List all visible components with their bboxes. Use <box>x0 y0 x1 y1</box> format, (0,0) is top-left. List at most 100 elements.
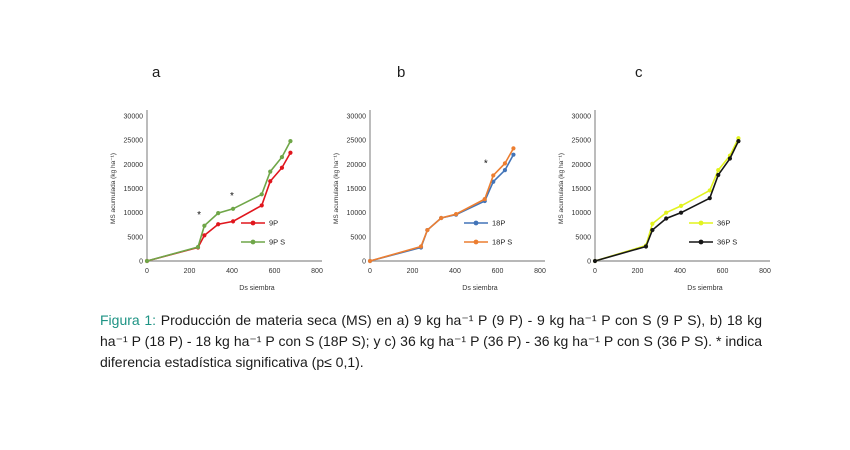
data-marker-9P <box>288 150 293 155</box>
data-marker-18P-S <box>511 146 516 151</box>
data-marker-36P-S <box>650 227 655 233</box>
data-marker-36P <box>650 221 655 226</box>
significance-asterisk: * <box>484 158 488 169</box>
data-marker-9P <box>259 203 264 208</box>
y-axis-title: MS acumulada (kg ha⁻¹) <box>110 153 117 224</box>
y-tick-label: 15000 <box>572 186 592 193</box>
x-tick-label: 600 <box>269 268 281 275</box>
data-marker-18P-S <box>439 215 444 221</box>
y-tick-label: 15000 <box>347 186 367 193</box>
y-tick-label: 5000 <box>350 234 366 241</box>
data-marker-18P-S <box>367 258 373 264</box>
x-tick-label: 800 <box>759 268 771 275</box>
y-tick-label: 30000 <box>347 114 367 121</box>
chart-panel-a: 0 5000 10000 15000 20000 25000 30000 0 200 400 600… <box>95 93 327 298</box>
legend-marker-36P <box>698 220 704 226</box>
x-tick-label: 400 <box>226 268 238 275</box>
data-marker-18P-S <box>453 212 459 217</box>
chart-svg-b: 0 5000 10000 15000 20000 25000 30000 0 200 400 600… <box>333 110 546 292</box>
data-marker-9P-S <box>195 244 201 250</box>
significance-asterisk: * <box>230 191 234 202</box>
panel-label-b: b <box>397 64 406 81</box>
data-marker-36P-S <box>664 216 669 221</box>
data-marker-36P-S <box>736 139 741 144</box>
legend-marker-18P <box>473 220 479 226</box>
legend-label-9P: 9P <box>269 219 278 228</box>
data-marker-36P-S <box>592 258 598 264</box>
y-tick-label: 20000 <box>347 162 367 169</box>
y-tick-label: 5000 <box>575 234 591 241</box>
data-marker-18P-S <box>502 161 508 166</box>
y-tick-label: 0 <box>587 259 591 266</box>
data-marker-9P-S <box>216 211 221 216</box>
y-tick-label: 30000 <box>124 114 144 121</box>
data-marker-9P <box>202 233 207 238</box>
caption-text: Producción de materia seca (MS) en a) 9 … <box>100 312 763 370</box>
data-marker-9P <box>216 222 221 227</box>
x-tick-label: 200 <box>184 268 196 275</box>
y-tick-label: 20000 <box>124 162 144 169</box>
y-tick-label: 10000 <box>572 210 592 217</box>
legend-label-36P-S: 36P S <box>717 238 737 247</box>
data-marker-9P-S <box>279 154 285 160</box>
data-marker-36P <box>736 136 741 141</box>
x-tick-label: 800 <box>311 268 323 275</box>
x-tick-label: 400 <box>674 268 686 275</box>
data-marker-9P <box>230 219 236 224</box>
x-tick-label: 0 <box>593 268 597 275</box>
data-marker-36P-S <box>643 244 649 249</box>
legend-label-18P: 18P <box>492 219 505 228</box>
data-marker-36P-S <box>716 172 721 178</box>
x-axis-title: Ds siembra <box>687 285 723 292</box>
y-tick-label: 10000 <box>124 210 144 217</box>
data-marker-36P-S <box>707 196 712 201</box>
chart-panel-b: 0 5000 10000 15000 20000 25000 30000 0 200 400 600… <box>318 93 550 298</box>
data-marker-9P-S <box>288 139 293 144</box>
y-tick-label: 5000 <box>127 234 143 241</box>
chart-panel-c: 0 5000 10000 15000 20000 25000 30000 0 200 400 600… <box>543 93 775 298</box>
data-marker-18P <box>511 152 516 157</box>
caption-figure-number: Figura 1: <box>100 312 157 328</box>
y-tick-label: 25000 <box>347 138 367 145</box>
legend-marker-9P <box>250 220 256 226</box>
y-tick-label: 25000 <box>572 138 592 145</box>
x-tick-label: 600 <box>717 268 729 275</box>
x-tick-label: 400 <box>449 268 461 275</box>
data-marker-9P-S <box>202 223 207 228</box>
y-axis-title: MS acumulada (kg ha⁻¹) <box>333 153 340 224</box>
y-tick-label: 30000 <box>572 114 592 121</box>
data-marker-9P <box>268 179 273 184</box>
data-marker-36P <box>678 203 684 208</box>
data-marker-36P-S <box>727 156 733 161</box>
data-marker-9P-S <box>259 192 264 197</box>
legend-marker-9P-S <box>250 239 256 245</box>
y-tick-label: 20000 <box>572 162 592 169</box>
x-tick-label: 0 <box>145 268 149 275</box>
data-marker-36P <box>716 168 721 173</box>
x-tick-label: 200 <box>407 268 419 275</box>
data-marker-36P <box>664 210 669 215</box>
data-marker-9P-S <box>268 169 273 174</box>
x-tick-label: 800 <box>534 268 546 275</box>
data-marker-18P-S <box>482 197 487 202</box>
data-marker-18P-S <box>425 227 430 233</box>
x-tick-label: 200 <box>632 268 644 275</box>
data-marker-9P-S <box>230 206 236 211</box>
data-marker-9P <box>279 165 285 170</box>
data-marker-18P-S <box>418 244 424 249</box>
legend-marker-36P-S <box>698 239 704 245</box>
y-tick-label: 0 <box>139 259 143 266</box>
data-marker-36P-S <box>678 210 684 215</box>
panel-label-a: a <box>152 64 161 81</box>
x-tick-label: 600 <box>492 268 504 275</box>
significance-asterisk: * <box>197 210 201 221</box>
data-marker-36P <box>707 188 712 193</box>
y-tick-label: 15000 <box>124 186 144 193</box>
x-tick-label: 0 <box>368 268 372 275</box>
data-marker-18P-S <box>491 173 496 178</box>
data-marker-9P-S <box>144 258 150 264</box>
panel-label-c: c <box>635 64 643 81</box>
y-tick-label: 0 <box>362 259 366 266</box>
legend-label-18P-S: 18P S <box>492 238 512 247</box>
